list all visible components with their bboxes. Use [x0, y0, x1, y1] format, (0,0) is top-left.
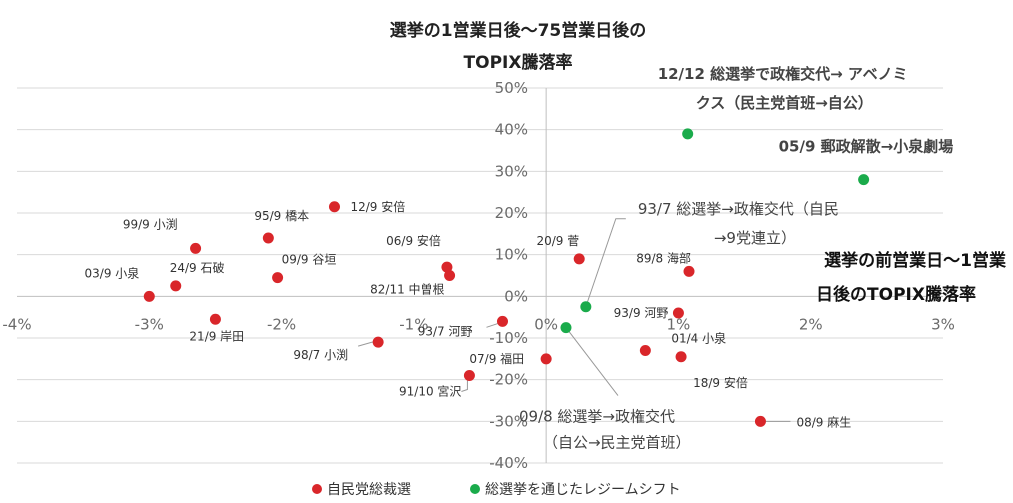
data-point-green: [682, 128, 694, 140]
point-label: 08/9 麻生: [796, 414, 851, 429]
y-tick-label: -30%: [489, 412, 528, 430]
point-label: 03/9 小泉: [85, 266, 140, 280]
y-tick-label: -40%: [489, 454, 528, 472]
point-label: 01/4 小泉: [671, 332, 726, 346]
point-label: 93/7 河野: [418, 324, 473, 338]
point-label: 18/9 安倍: [693, 375, 748, 390]
y-tick-label: 50%: [495, 79, 528, 97]
leader-line: [585, 218, 626, 307]
point-label: 12/9 安倍: [350, 199, 405, 214]
legend-marker: [470, 484, 480, 494]
x-tick-label: 2%: [799, 315, 823, 333]
annotation-label: →9党連立）: [714, 229, 796, 247]
y-tick-label: 0%: [504, 287, 528, 305]
data-point-red: [262, 232, 274, 244]
data-point-red: [272, 272, 284, 284]
data-point-red: [463, 370, 475, 381]
y-tick-label: 40%: [495, 121, 528, 139]
annotation-label: 09/8 総選挙→政権交代: [519, 408, 675, 426]
x-tick-label: -2%: [267, 315, 296, 333]
y-tick-labels: 50% 40% 30% 20% 10% 0% -10% -20% -30% -40%: [489, 79, 528, 472]
data-point-red: [441, 261, 453, 273]
data-point-green: [858, 174, 870, 186]
y-tick-label: 10%: [495, 246, 528, 264]
x-tick-label: -4%: [2, 315, 31, 333]
chart-title-line: 選挙の1営業日後～75営業日後の: [390, 20, 647, 41]
legend-label: 自民党総裁選: [327, 482, 411, 498]
legend-marker: [312, 484, 322, 494]
x-tick-label: 0%: [534, 315, 558, 333]
data-points: [143, 128, 870, 427]
gridlines: [17, 87, 943, 464]
annotation-label: 05/9 郵政解散→小泉劇場: [779, 138, 954, 156]
annotation-label: 12/12 総選挙で政権交代→ アベノミ: [658, 65, 908, 83]
data-point-red: [683, 265, 695, 277]
leader-line: [565, 327, 619, 396]
zero-axes: [17, 88, 943, 463]
data-point-red: [170, 280, 182, 292]
data-point-red: [143, 290, 155, 302]
data-point-green: [580, 301, 592, 313]
point-label: 82/11 中曽根: [370, 282, 444, 297]
data-point-green: [560, 322, 572, 334]
legend-label: 総選挙を通じたレジームシフト: [485, 482, 681, 498]
data-point-red: [328, 201, 340, 213]
point-label: 89/8 海部: [636, 250, 691, 265]
point-label: 07/9 福田: [469, 351, 524, 366]
chart-titles: 選挙の1営業日後～75営業日後の TOPIX騰落率選挙の前営業日～1営業日後のTO…: [390, 20, 1006, 305]
annotation-label: クス（民主党首班→自公）: [696, 94, 873, 112]
point-label: 93/9 河野: [614, 306, 669, 320]
data-point-red: [540, 353, 552, 365]
annotation-label: （自公→民主党首班）: [543, 434, 691, 452]
x-tick-label: 1%: [667, 315, 691, 333]
point-labels: 12/9 安倍 99/9 小渕 95/9 橋本 06/9 安倍 82/11 中曽根 09/…: [85, 65, 954, 452]
y-tick-label: -20%: [489, 371, 528, 389]
y-tick-label: 20%: [495, 204, 528, 222]
data-point-red: [190, 242, 202, 254]
data-point-red: [672, 307, 684, 319]
point-label: 24/9 石破: [170, 260, 225, 275]
data-point-red: [573, 253, 585, 265]
data-point-red: [444, 270, 456, 281]
point-label: 09/9 谷垣: [282, 253, 337, 267]
point-label: 98/7 小渕: [293, 348, 348, 362]
x-axis-title-line: 日後のTOPIX騰落率: [816, 284, 976, 305]
x-tick-label: -3%: [135, 315, 164, 333]
x-axis-title-line: 選挙の前営業日～1営業: [824, 250, 1006, 271]
annotation-label: 93/7 総選挙→政権交代（自民: [638, 200, 839, 218]
x-tick-label: 3%: [931, 315, 955, 333]
y-tick-label: -10%: [489, 329, 528, 347]
data-point-red: [754, 415, 766, 427]
data-point-red: [675, 351, 687, 363]
point-label: 91/10 宮沢: [399, 384, 461, 399]
x-tick-labels: -4% -3% -2% -1% 0% 1% 2% 3%: [2, 315, 955, 333]
data-point-red: [372, 336, 384, 348]
y-tick-label: 30%: [495, 162, 528, 180]
point-label: 21/9 岸田: [189, 329, 244, 343]
point-label: 95/9 橋本: [254, 209, 309, 223]
data-point-red: [209, 313, 221, 325]
data-point-red: [639, 345, 651, 356]
chart-title-line: TOPIX騰落率: [464, 52, 573, 73]
point-label: 99/9 小渕: [123, 217, 178, 231]
data-point-red: [496, 315, 508, 327]
x-tick-label: -1%: [399, 315, 428, 333]
legend: 自民党総裁選 総選挙を通じたレジームシフト: [312, 482, 681, 498]
point-label: 20/9 菅: [536, 234, 579, 248]
point-label: 06/9 安倍: [386, 233, 441, 248]
